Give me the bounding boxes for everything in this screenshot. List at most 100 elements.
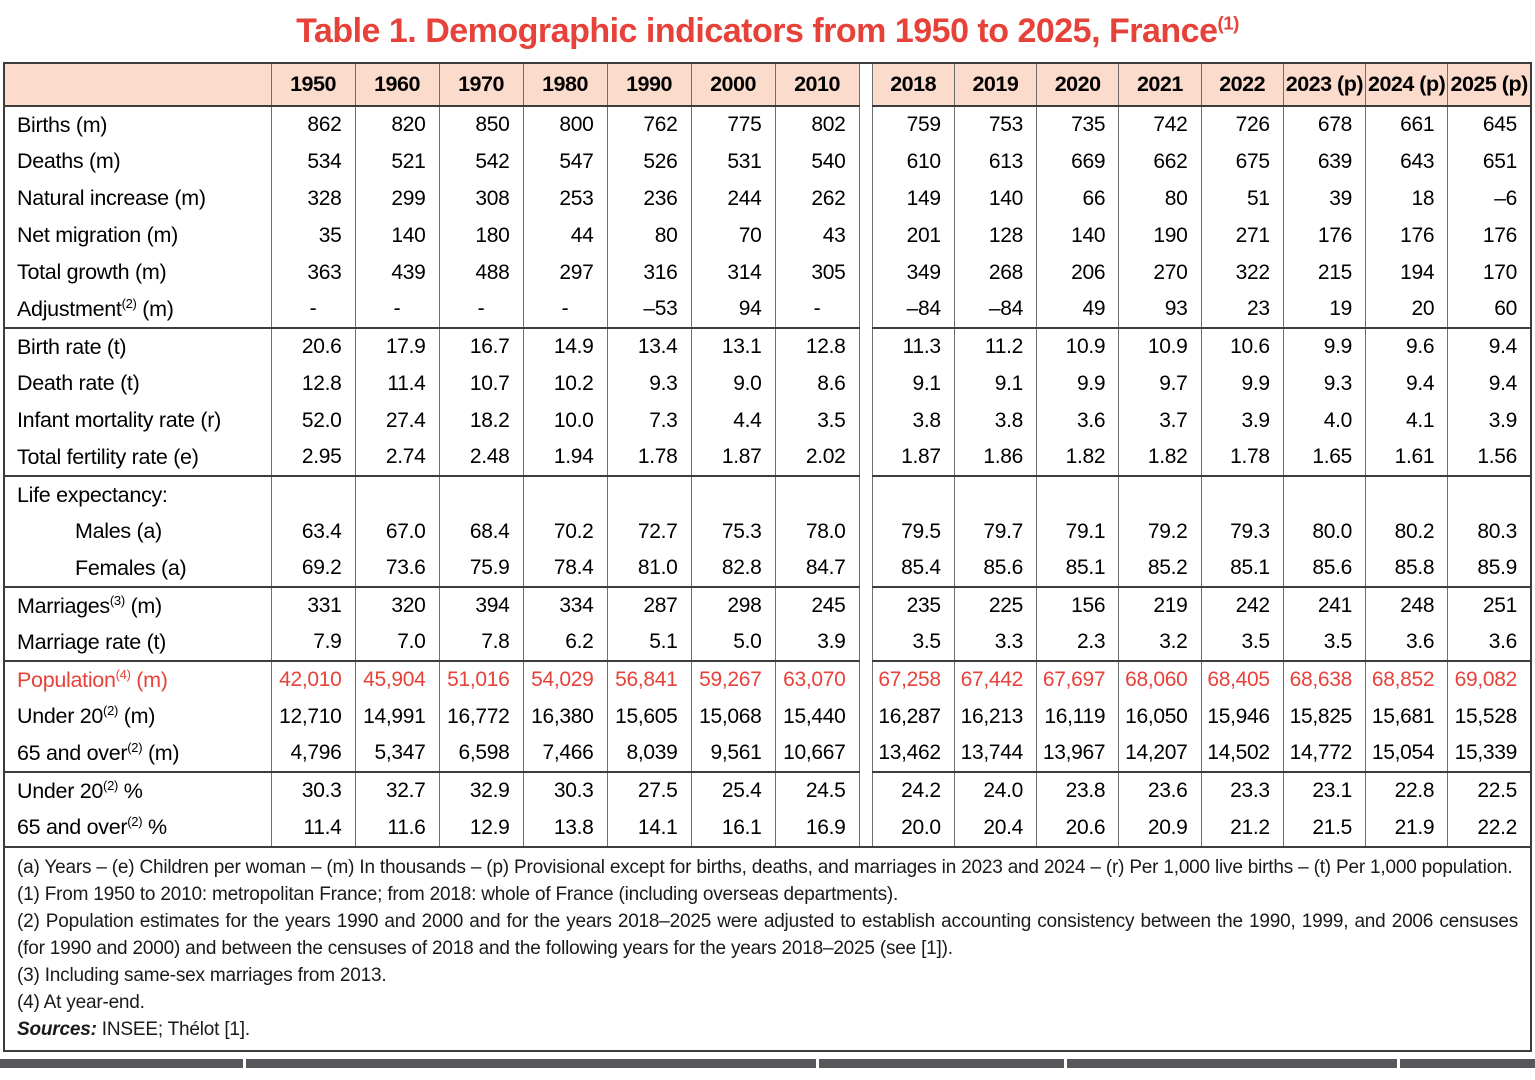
value-cell: 15,528 xyxy=(1447,698,1530,735)
value-cell: 15,681 xyxy=(1364,698,1448,735)
value-cell: 16.9 xyxy=(774,809,859,846)
footnote: (2) Population estimates for the years 1… xyxy=(17,910,1518,959)
column-group-gap xyxy=(858,64,873,106)
value-cell: 1.87 xyxy=(871,439,955,476)
value-cell: 14,502 xyxy=(1200,735,1284,772)
value-cell: 4.0 xyxy=(1282,402,1366,439)
value-cell: 7.8 xyxy=(438,624,523,661)
value-cell: 439 xyxy=(354,254,439,291)
value-cell: 661 xyxy=(1364,106,1448,143)
value-cell: 16,772 xyxy=(438,698,523,735)
value-cell: 16.1 xyxy=(690,809,775,846)
value-cell: 128 xyxy=(953,217,1037,254)
value-cell: 14,207 xyxy=(1118,735,1201,772)
value-cell xyxy=(606,475,691,513)
value-cell: 241 xyxy=(1282,586,1366,624)
value-cell: 1.65 xyxy=(1282,439,1366,476)
value-cell: 25.4 xyxy=(690,771,775,809)
value-cell: 16,213 xyxy=(953,698,1037,735)
value-cell: 305 xyxy=(774,254,859,291)
value-cell: 10.0 xyxy=(522,402,607,439)
value-cell: 10.7 xyxy=(438,365,523,402)
table-row: Life expectancy: xyxy=(5,475,1530,513)
value-cell: 11.4 xyxy=(354,365,439,402)
value-cell: 13,462 xyxy=(871,735,955,772)
value-cell: 242 xyxy=(1200,586,1284,624)
value-cell: 45,904 xyxy=(354,660,439,698)
value-cell: 1.86 xyxy=(953,439,1037,476)
value-cell: 68,060 xyxy=(1118,660,1201,698)
value-cell: 63,070 xyxy=(774,660,859,698)
value-cell: 85.1 xyxy=(1035,550,1119,587)
value-cell: 9.1 xyxy=(953,365,1037,402)
value-cell: 298 xyxy=(690,586,775,624)
value-cell: –6 xyxy=(1447,180,1530,217)
column-group-gap xyxy=(858,254,873,291)
value-cell: 56,841 xyxy=(606,660,691,698)
value-cell: 22.8 xyxy=(1364,771,1448,809)
value-cell: 190 xyxy=(1118,217,1201,254)
value-cell: 194 xyxy=(1364,254,1448,291)
value-cell: 753 xyxy=(953,106,1037,143)
value-cell: 79.7 xyxy=(953,513,1037,550)
value-cell: 14,991 xyxy=(354,698,439,735)
table-row: Net migration (m) 35 140 180 44 80 70 43 201 128 1… xyxy=(5,217,1530,254)
value-cell: 43 xyxy=(774,217,859,254)
value-cell: 54,029 xyxy=(522,660,607,698)
table-row: 65 and over(2) % 11.4 11.6 12.9 13.8 14.1 16.1… xyxy=(5,809,1530,846)
value-cell: 66 xyxy=(1035,180,1119,217)
row-label: Under 20(2) % xyxy=(5,771,271,809)
year-header: 2019 xyxy=(953,64,1037,107)
value-cell: 27.4 xyxy=(354,402,439,439)
value-cell: 5.1 xyxy=(606,624,691,661)
value-cell: 59,267 xyxy=(690,660,775,698)
value-cell: 271 xyxy=(1200,217,1284,254)
value-cell: 759 xyxy=(871,106,955,143)
value-cell: 149 xyxy=(871,180,955,217)
value-cell: 79.5 xyxy=(871,513,955,550)
year-header: 2010 xyxy=(774,64,859,107)
value-cell: 80.3 xyxy=(1447,513,1530,550)
value-cell: 219 xyxy=(1118,586,1201,624)
year-header: 2018 xyxy=(871,64,955,107)
value-cell xyxy=(1035,475,1119,513)
value-cell: 3.9 xyxy=(1200,402,1284,439)
value-cell: 328 xyxy=(270,180,355,217)
sources-label: Sources: xyxy=(17,1018,97,1040)
table-row: Under 20(2) % 30.3 32.7 32.9 30.3 27.5 25.4 24.… xyxy=(5,771,1530,809)
value-cell: 94 xyxy=(690,291,775,328)
table-row: Marriage rate (t) 7.9 7.0 7.8 6.2 5.1 5.0 3.9 3.… xyxy=(5,624,1530,661)
value-cell: 9.9 xyxy=(1200,365,1284,402)
value-cell: 51 xyxy=(1200,180,1284,217)
value-cell: 10.6 xyxy=(1200,327,1284,365)
value-cell: 215 xyxy=(1282,254,1366,291)
value-cell: 23.3 xyxy=(1200,771,1284,809)
value-cell xyxy=(871,475,955,513)
value-cell: 19 xyxy=(1282,291,1366,328)
value-cell: 35 xyxy=(270,217,355,254)
value-cell: 67.0 xyxy=(354,513,439,550)
value-cell: 13,744 xyxy=(953,735,1037,772)
value-cell: 299 xyxy=(354,180,439,217)
value-cell: 39 xyxy=(1282,180,1366,217)
value-cell: 4,796 xyxy=(270,735,355,772)
row-label: Natural increase (m) xyxy=(17,186,206,210)
column-group-gap xyxy=(858,476,873,513)
year-header: 2022 xyxy=(1200,64,1284,107)
row-label: Adjustment(2) (m) xyxy=(17,295,174,322)
value-cell: 85.2 xyxy=(1118,550,1201,587)
value-cell: 11.2 xyxy=(953,327,1037,365)
value-cell: 322 xyxy=(1200,254,1284,291)
value-cell: 3.3 xyxy=(953,624,1037,661)
value-cell: 742 xyxy=(1118,106,1201,143)
value-cell: 9.4 xyxy=(1364,365,1448,402)
value-cell: 67,258 xyxy=(871,660,955,698)
value-cell: 3.6 xyxy=(1035,402,1119,439)
value-cell: 645 xyxy=(1447,106,1530,143)
year-header: 1990 xyxy=(606,64,691,107)
value-cell: 775 xyxy=(690,106,775,143)
table-row: Deaths (m) 534 521 542 547 526 531 540 610 613 669… xyxy=(5,143,1530,180)
table-row: Males (a) 63.4 67.0 68.4 70.2 72.7 75.3 78.0 79.… xyxy=(5,513,1530,550)
footnotes: (a) Years – (e) Children per woman – (m)… xyxy=(5,846,1530,1050)
value-cell: 85.4 xyxy=(871,550,955,587)
